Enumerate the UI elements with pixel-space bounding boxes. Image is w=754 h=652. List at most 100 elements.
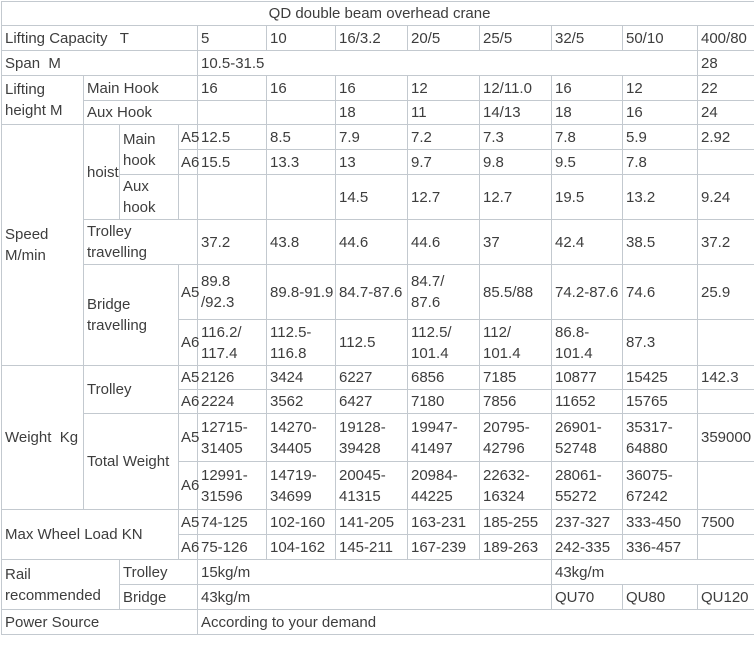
value-cell: 89.8-91.9: [266, 264, 336, 320]
value-cell: 18: [335, 100, 408, 125]
capacity-col-header: 16/3.2: [335, 25, 408, 51]
value-cell: 15765: [622, 389, 698, 414]
empty-cell: [696, 389, 754, 414]
empty-cell: [696, 319, 754, 366]
grade-a6-label: A6: [178, 149, 199, 175]
row-hoist-main-a5: Speed M/min hoist Main hook A5 12.5 8.5 …: [1, 124, 754, 366]
value-cell: 28061- 55272: [551, 461, 623, 510]
grade-a6-label: A6: [178, 319, 199, 366]
capacity-col-header: 32/5: [551, 25, 623, 51]
value-cell: 7.8: [551, 124, 623, 150]
row-hoist-main-a6: A6 15.5 13.3 13 9.7 9.8 9.5 7.8: [2, 149, 754, 175]
power-source-label: Power Source: [1, 609, 198, 635]
value-cell: 37.2: [197, 219, 267, 265]
rail-trolley-label: Trolley: [119, 559, 198, 585]
value-cell: 9.8: [479, 149, 552, 175]
value-cell: 336-457: [622, 534, 698, 560]
value-cell: 189-263: [479, 534, 552, 560]
value-cell: 7185: [479, 365, 552, 390]
trolley-weight-label: Trolley: [83, 365, 179, 414]
value-cell: 19947- 41497: [407, 413, 480, 462]
value-cell: 38.5: [622, 219, 698, 265]
hoist-main-hook-label: Main hook: [119, 124, 179, 175]
rail-trolley-left-value: 15kg/m: [197, 559, 552, 585]
value-cell: 11652: [551, 389, 623, 414]
rail-trolley-right-value: 43kg/m: [550, 559, 754, 585]
value-cell: 16: [266, 75, 336, 101]
trolley-travelling-label: Trolley travelling: [83, 219, 198, 265]
value-cell: 9.24: [696, 174, 754, 220]
hoist-label: hoist: [83, 124, 120, 220]
row-bridge-a6: A6 116.2/ 117.4 112.5- 116.8 112.5 112.5…: [2, 319, 754, 366]
value-cell: 16: [622, 100, 698, 125]
value-cell: 74.2-87.6: [551, 264, 623, 320]
value-cell: 35317- 64880: [622, 413, 698, 462]
value-cell: 141-205: [335, 509, 408, 535]
rail-bridge-left-value: 43kg/m: [197, 584, 552, 610]
speed-label: Speed M/min: [1, 124, 84, 366]
row-rail-bridge: Bridge 43kg/m QU70 QU80 QU120: [2, 584, 754, 610]
lifting-capacity-label: Lifting Capacity T: [1, 25, 198, 51]
value-cell: 8.5: [266, 124, 336, 150]
value-cell: 13.3: [266, 149, 336, 175]
empty-cell: [696, 461, 754, 510]
capacity-col-header: 20/5: [407, 25, 480, 51]
value-cell: 37.2: [696, 219, 754, 265]
value-cell: 16: [197, 75, 267, 101]
value-cell: 26901- 52748: [551, 413, 623, 462]
value-cell: 333-450: [622, 509, 698, 535]
aux-hook-label: Aux Hook: [83, 100, 198, 125]
qu-rail-value: QU70: [551, 584, 623, 610]
row-max-wheel-a6: A6 75-126 104-162 145-211 167-239 189-26…: [2, 534, 754, 560]
capacity-col-header: 25/5: [479, 25, 552, 51]
value-cell: 145-211: [335, 534, 408, 560]
value-cell: 85.5/88: [479, 264, 552, 320]
value-cell: 44.6: [335, 219, 408, 265]
value-cell: 237-327: [551, 509, 623, 535]
row-trolley-travelling: Trolley travelling 37.2 43.8 44.6 44.6 3…: [2, 219, 754, 265]
value-cell: 9.7: [407, 149, 480, 175]
value-cell: 14270- 34405: [266, 413, 336, 462]
rail-recommended-label: Rail recommended: [1, 559, 120, 610]
value-cell: 20795- 42796: [479, 413, 552, 462]
value-cell: 22: [696, 75, 754, 101]
value-cell: 112/ 101.4: [479, 319, 552, 366]
bridge-travelling-label: Bridge travelling: [83, 264, 179, 366]
value-cell: 112.5- 116.8: [266, 319, 336, 366]
value-cell: 20045- 41315: [335, 461, 408, 510]
value-cell: 14719- 34699: [266, 461, 336, 510]
value-cell: 142.3: [696, 365, 754, 390]
value-cell: 36075- 67242: [622, 461, 698, 510]
total-weight-label: Total Weight: [83, 413, 179, 510]
value-cell: 12.5: [197, 124, 267, 150]
empty-cell: [197, 100, 267, 125]
value-cell: 6427: [335, 389, 408, 414]
value-cell: 6227: [335, 365, 408, 390]
value-cell: 37: [479, 219, 552, 265]
row-total-weight-a5: Total Weight A5 12715- 31405 14270- 3440…: [2, 413, 754, 510]
value-cell: 102-160: [266, 509, 336, 535]
value-cell: 12: [622, 75, 698, 101]
row-trolley-weight-a6: A6 2224 3562 6427 7180 7856 11652 15765: [2, 389, 754, 414]
capacity-col-header: 400/80: [696, 25, 754, 51]
row-bridge-a5: Bridge travelling A5 89.8 /92.3 89.8-91.…: [2, 264, 754, 366]
row-power-source: Power Source According to your demand: [1, 609, 754, 635]
crane-spec-table: QD double beam overhead crane Lifting Ca…: [0, 1, 754, 635]
page-title: QD double beam overhead crane: [0, 1, 754, 26]
value-cell: 74.6: [622, 264, 698, 320]
value-cell: 7180: [407, 389, 480, 414]
value-cell: 13.2: [622, 174, 698, 220]
value-cell: 2224: [197, 389, 267, 414]
main-hook-label: Main Hook: [83, 75, 198, 101]
value-cell: 22632- 16324: [479, 461, 552, 510]
span-range-value: 10.5-31.5: [197, 50, 698, 76]
value-cell: 7.2: [407, 124, 480, 150]
grade-a5-label: A5: [178, 365, 199, 390]
lifting-height-label: Lifting height M: [1, 75, 84, 125]
value-cell: 10877: [551, 365, 623, 390]
value-cell: 9.5: [551, 149, 623, 175]
grade-a6-label: A6: [178, 461, 199, 510]
grade-a5-label: A5: [178, 264, 199, 320]
empty-cell: [696, 149, 754, 175]
capacity-col-header: 50/10: [622, 25, 698, 51]
